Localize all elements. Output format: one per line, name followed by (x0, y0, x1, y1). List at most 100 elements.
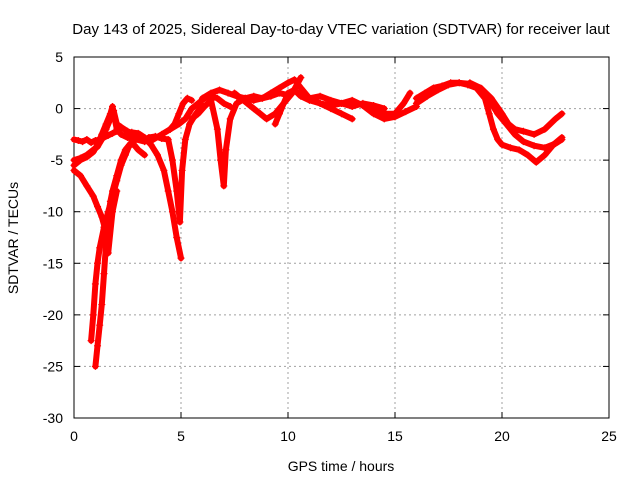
data-point (153, 151, 161, 159)
data-point (207, 89, 215, 97)
data-point (173, 187, 181, 195)
data-point (423, 92, 431, 100)
data-point (532, 158, 540, 166)
data-point (348, 103, 356, 111)
data-point (171, 120, 179, 128)
data-point (402, 108, 410, 116)
data-point (541, 151, 549, 159)
data-point (217, 156, 225, 164)
y-axis-title: SDTVAR / TECUs (5, 182, 21, 294)
data-point (507, 144, 515, 152)
y-tick-label: -5 (51, 152, 64, 168)
data-point (173, 234, 181, 241)
data-point (267, 89, 275, 97)
data-point (158, 134, 166, 142)
data-point (102, 120, 110, 128)
data-point (359, 101, 367, 109)
data-point (338, 99, 345, 107)
x-tick-label: 25 (601, 428, 617, 444)
data-point (558, 110, 566, 118)
data-point (297, 74, 305, 82)
data-point (121, 146, 129, 154)
series-line-track-q (413, 79, 565, 138)
data-point (87, 337, 95, 345)
data-point (89, 148, 97, 156)
data-point (109, 103, 117, 111)
series-track-r (466, 79, 566, 152)
data-point (175, 110, 183, 118)
data-point (111, 115, 119, 123)
plot-frame (73, 56, 610, 419)
data-point (466, 79, 474, 87)
data-point (222, 146, 230, 154)
data-point (224, 89, 232, 97)
data-point (113, 127, 121, 135)
data-point (477, 84, 485, 92)
data-point (130, 141, 138, 149)
data-point (258, 94, 266, 102)
data-point (519, 138, 527, 146)
series-track-f (91, 141, 149, 370)
y-tick-label: -25 (43, 358, 63, 374)
data-point (100, 270, 108, 278)
data-point (524, 151, 532, 159)
data-point (263, 115, 271, 123)
data-point (134, 146, 142, 154)
data-point (511, 130, 519, 138)
data-point (250, 96, 258, 104)
data-point (494, 136, 502, 144)
data-point (91, 280, 99, 288)
data-point (104, 213, 112, 221)
data-point (91, 137, 99, 145)
data-point (160, 166, 168, 174)
data-point (145, 133, 153, 141)
data-point (188, 96, 196, 104)
series-track-h (145, 101, 206, 226)
data-point (186, 120, 194, 128)
data-point (94, 259, 102, 267)
data-point (400, 99, 408, 107)
data-point (370, 110, 378, 118)
data-point (216, 86, 224, 94)
y-tick-label: -10 (43, 204, 63, 220)
data-point (541, 144, 549, 152)
data-point (109, 187, 117, 195)
axis-ticks: 0 5 10 15 20 25 5 0 -5 -10 -15 -20 -25 -30 (43, 49, 617, 444)
y-tick-label: 5 (55, 49, 63, 65)
data-point (134, 129, 142, 137)
data-point (141, 151, 149, 159)
data-point (94, 203, 102, 211)
data-point (498, 141, 506, 149)
data-point (76, 172, 84, 180)
data-point (194, 110, 202, 118)
data-point (168, 208, 176, 216)
series-track-c (70, 125, 125, 147)
data-point (391, 113, 399, 121)
data-point (295, 89, 303, 97)
data-point (104, 131, 112, 139)
data-point (489, 125, 497, 133)
data-point (327, 96, 335, 104)
data-point (106, 110, 114, 118)
data-point (305, 94, 313, 102)
data-point (106, 197, 114, 205)
data-point (179, 99, 187, 107)
data-point (213, 94, 221, 102)
x-tick-label: 0 (70, 428, 78, 444)
data-point (87, 139, 95, 147)
data-point (233, 99, 241, 107)
data-point (250, 105, 258, 113)
series-track-j (188, 89, 292, 190)
data-point (100, 133, 108, 141)
series-line-track-o (359, 102, 420, 122)
data-point (168, 156, 176, 164)
data-point (271, 120, 279, 128)
data-point (348, 96, 356, 104)
data-point (290, 86, 298, 94)
data-point (91, 362, 99, 370)
data-point (83, 136, 91, 144)
data-point (188, 105, 196, 113)
data-point (121, 130, 129, 138)
data-point (96, 244, 104, 252)
x-tick-label: 10 (280, 428, 296, 444)
